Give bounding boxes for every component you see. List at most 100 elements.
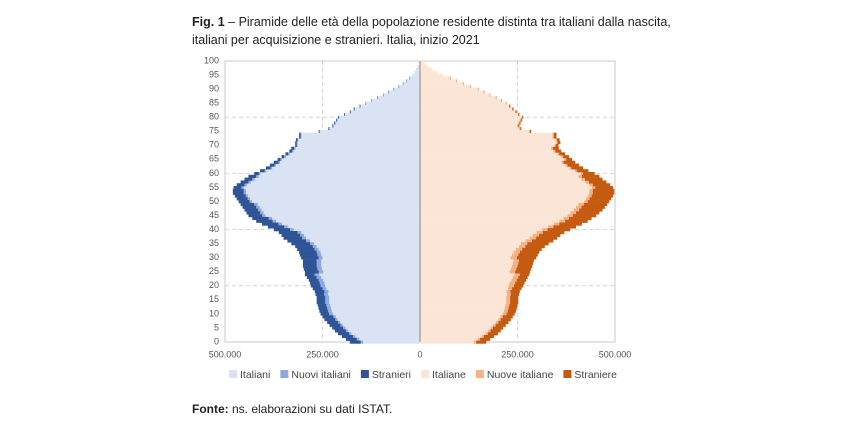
y-tick-label: 55 bbox=[209, 182, 219, 192]
bar bbox=[264, 169, 267, 173]
bar bbox=[240, 180, 249, 184]
bar bbox=[565, 163, 568, 167]
bar bbox=[581, 171, 584, 176]
bar bbox=[542, 231, 565, 235]
bar bbox=[267, 225, 285, 229]
bar bbox=[514, 273, 520, 277]
bar bbox=[291, 146, 295, 150]
bar bbox=[259, 205, 420, 209]
bar bbox=[302, 236, 307, 240]
bar bbox=[356, 337, 360, 341]
bar bbox=[522, 247, 542, 251]
bar bbox=[420, 141, 557, 145]
bar bbox=[325, 298, 330, 302]
bar bbox=[420, 107, 513, 111]
bar bbox=[260, 211, 264, 215]
bar bbox=[331, 309, 420, 313]
bar bbox=[316, 275, 322, 280]
bar bbox=[583, 171, 595, 176]
bar bbox=[330, 304, 420, 308]
bar bbox=[355, 334, 420, 339]
bar bbox=[591, 194, 614, 198]
bar bbox=[278, 160, 280, 164]
bar bbox=[420, 110, 516, 114]
legend-label: Straniere bbox=[574, 369, 617, 381]
bar bbox=[477, 337, 481, 341]
bar bbox=[480, 337, 491, 341]
bar bbox=[338, 320, 341, 325]
bar bbox=[327, 306, 332, 310]
bar bbox=[303, 259, 317, 263]
bar bbox=[324, 292, 328, 296]
bar bbox=[329, 295, 420, 299]
bar bbox=[343, 326, 346, 330]
bar bbox=[506, 295, 511, 299]
bar bbox=[295, 138, 298, 142]
bar bbox=[420, 96, 496, 100]
bar bbox=[336, 118, 337, 122]
y-tick-label: 35 bbox=[209, 238, 219, 248]
bar bbox=[506, 301, 511, 305]
bar bbox=[383, 93, 420, 97]
bar bbox=[519, 245, 526, 249]
bar bbox=[420, 135, 553, 139]
bar bbox=[322, 256, 420, 260]
bar bbox=[515, 270, 530, 274]
bar bbox=[554, 143, 556, 148]
bar bbox=[420, 124, 518, 128]
x-tick-label: 500.000 bbox=[209, 349, 242, 359]
bar bbox=[336, 118, 338, 122]
bar bbox=[274, 163, 277, 167]
bar bbox=[316, 250, 321, 254]
bar bbox=[260, 171, 420, 176]
bar bbox=[576, 205, 582, 209]
bar bbox=[325, 284, 420, 288]
bar bbox=[420, 334, 482, 339]
bar bbox=[272, 166, 420, 170]
bar bbox=[555, 138, 557, 142]
bar bbox=[337, 118, 420, 122]
bar bbox=[420, 281, 510, 285]
bar bbox=[420, 284, 509, 288]
bar bbox=[306, 239, 311, 243]
bar bbox=[314, 290, 325, 294]
legend-swatch bbox=[229, 370, 237, 378]
bar bbox=[512, 287, 522, 291]
bar bbox=[300, 132, 302, 136]
bar bbox=[299, 250, 317, 254]
bar bbox=[388, 90, 420, 94]
bar bbox=[353, 107, 355, 111]
bar bbox=[420, 233, 533, 237]
bar bbox=[316, 298, 326, 302]
bar bbox=[510, 267, 517, 271]
bar bbox=[420, 264, 513, 268]
bar bbox=[420, 332, 486, 336]
bar bbox=[492, 326, 504, 330]
bar bbox=[334, 121, 336, 125]
legend-label: Italiani bbox=[240, 369, 270, 381]
bar bbox=[420, 174, 579, 178]
bar bbox=[337, 318, 420, 322]
bar bbox=[527, 242, 549, 246]
bar bbox=[522, 115, 524, 119]
bar bbox=[319, 129, 321, 133]
bar bbox=[420, 208, 574, 212]
bar bbox=[281, 157, 420, 162]
bar bbox=[481, 334, 484, 339]
y-tick-label: 30 bbox=[209, 252, 219, 262]
bar bbox=[276, 219, 420, 223]
y-tick-label: 70 bbox=[209, 140, 219, 150]
bar bbox=[420, 200, 585, 204]
bar bbox=[420, 219, 560, 223]
bar bbox=[420, 90, 484, 94]
bar bbox=[595, 186, 614, 190]
bar bbox=[291, 242, 311, 246]
bar bbox=[310, 239, 420, 243]
bar bbox=[335, 318, 338, 322]
bar bbox=[515, 247, 523, 251]
bar bbox=[339, 115, 420, 119]
bar bbox=[591, 186, 596, 190]
bar bbox=[300, 233, 305, 237]
bar bbox=[246, 183, 420, 187]
bar bbox=[420, 155, 562, 159]
